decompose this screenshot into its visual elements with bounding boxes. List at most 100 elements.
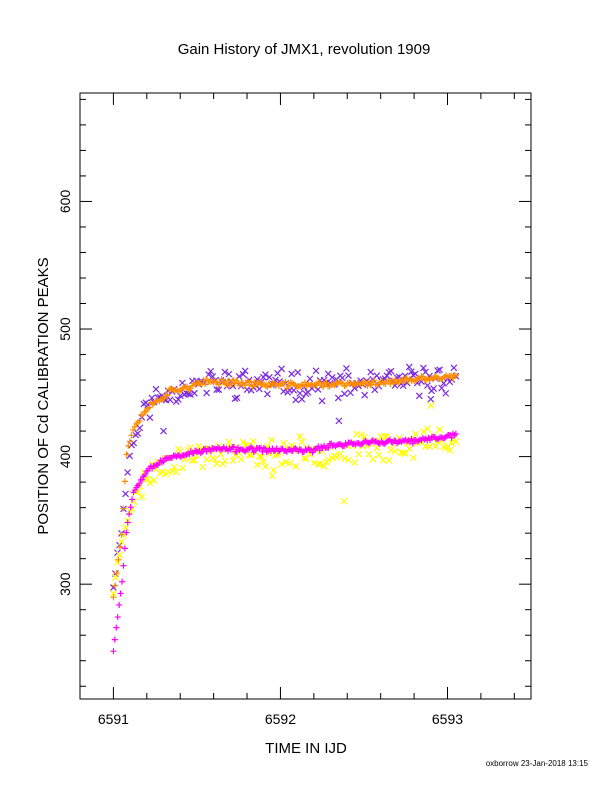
series-0-point xyxy=(342,365,350,372)
series-1-point xyxy=(427,402,435,409)
series-1-point xyxy=(249,437,257,445)
series-3-point xyxy=(141,471,148,478)
series-2-point xyxy=(264,384,271,391)
series-0-point xyxy=(442,389,450,397)
series-1-point xyxy=(229,457,237,464)
series-0-point xyxy=(215,386,223,394)
series-0-point xyxy=(373,372,381,380)
series-0-point xyxy=(160,427,167,435)
series-1-point xyxy=(375,451,383,459)
series-0-point xyxy=(191,389,198,397)
series-2-point xyxy=(123,451,130,458)
series-1-point xyxy=(221,457,229,465)
series-3-point xyxy=(409,440,416,447)
series-1-point xyxy=(399,449,407,457)
series-3-point xyxy=(123,529,130,536)
series-2-point xyxy=(390,380,397,387)
series-1-point xyxy=(219,460,227,468)
series-3-point xyxy=(139,476,146,483)
series-0-point xyxy=(146,414,154,422)
series-1-point xyxy=(320,462,328,470)
series-2-point xyxy=(202,380,209,387)
series-1-point xyxy=(316,460,324,468)
series-1-point xyxy=(365,450,373,458)
series-1-point xyxy=(268,436,275,444)
series-1-point xyxy=(170,463,178,471)
series-0-point xyxy=(241,367,249,375)
series-1-point xyxy=(448,439,456,447)
series-0-point xyxy=(367,368,375,376)
series-2-point xyxy=(323,380,330,387)
series-0-point xyxy=(345,372,352,379)
series-1-point xyxy=(172,468,180,476)
series-2-point xyxy=(200,377,207,384)
series-1-point xyxy=(300,454,308,462)
series-1-point xyxy=(213,460,221,468)
series-2-point xyxy=(125,442,132,449)
series-1-point xyxy=(247,451,255,459)
series-2-point xyxy=(139,411,146,418)
series-0-point xyxy=(427,395,435,403)
series-1-point xyxy=(168,467,176,475)
series-0-point xyxy=(136,424,144,432)
series-0-point xyxy=(294,368,302,376)
series-1-point xyxy=(357,431,365,439)
series-1-point xyxy=(118,538,125,546)
series-1-point xyxy=(178,464,186,472)
series-1-point xyxy=(158,468,166,476)
series-3-point xyxy=(111,636,118,643)
series-0-point xyxy=(225,370,233,378)
series-2-point xyxy=(364,383,371,390)
series-0-point xyxy=(340,390,348,398)
series-1-point xyxy=(144,476,152,483)
series-1-point xyxy=(146,479,154,487)
series-3-point xyxy=(120,562,127,569)
series-3-point xyxy=(448,434,455,441)
series-1-point xyxy=(409,454,417,462)
series-1-point xyxy=(255,452,263,460)
series-0-point xyxy=(411,370,419,378)
series-1-point xyxy=(405,445,413,453)
series-1-point xyxy=(419,428,427,436)
series-2-point xyxy=(164,392,171,399)
series-0-point xyxy=(450,364,458,372)
series-2-point xyxy=(370,377,377,384)
series-2-point xyxy=(256,378,263,385)
series-3-point xyxy=(124,519,131,526)
series-1-point xyxy=(411,430,419,438)
series-2-point xyxy=(118,531,125,538)
series-0-point xyxy=(335,417,343,425)
series-0-point xyxy=(328,373,336,381)
series-3-point xyxy=(309,449,316,456)
series-2-point xyxy=(225,377,232,384)
series-3-point xyxy=(452,430,459,437)
series-0-point xyxy=(312,367,320,375)
series-2-point xyxy=(246,382,253,389)
series-1-point xyxy=(116,551,123,559)
series-0-point xyxy=(405,363,413,371)
series-1-point xyxy=(296,433,304,440)
series-2-point xyxy=(113,570,120,577)
series-1-point xyxy=(286,459,294,467)
y-tick-label: 600 xyxy=(57,190,73,214)
series-0-point xyxy=(235,372,243,380)
series-2-point xyxy=(449,375,456,382)
series-2-point xyxy=(420,373,427,380)
series-0-point xyxy=(436,366,444,374)
series-2-point xyxy=(282,378,289,385)
series-2-point xyxy=(126,438,133,445)
series-1-point xyxy=(369,455,377,463)
x-tick-label: 6592 xyxy=(265,711,296,727)
series-1-point xyxy=(387,446,395,454)
series-1-point xyxy=(340,455,348,462)
series-1-point xyxy=(391,447,399,455)
series-1-point xyxy=(280,439,288,447)
series-0-point xyxy=(280,387,288,395)
series-3-point xyxy=(113,624,120,631)
series-1-point xyxy=(199,463,206,471)
series-1-point xyxy=(345,456,352,464)
series-1-point xyxy=(298,438,306,446)
series-0-point xyxy=(306,375,314,383)
series-3-point xyxy=(408,435,415,442)
series-2 xyxy=(110,371,459,601)
